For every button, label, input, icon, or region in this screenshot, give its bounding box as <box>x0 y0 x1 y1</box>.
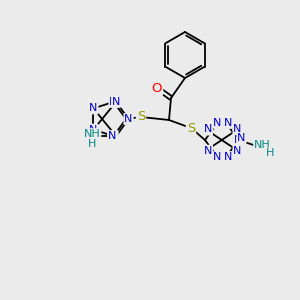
Text: N: N <box>202 124 210 134</box>
Text: H: H <box>88 139 96 149</box>
Text: N: N <box>89 124 98 135</box>
Text: N: N <box>110 97 118 107</box>
Text: H: H <box>266 148 274 158</box>
Text: N: N <box>222 152 230 162</box>
Text: N: N <box>124 114 133 124</box>
Text: N: N <box>108 131 116 141</box>
Text: O: O <box>152 82 162 94</box>
Text: N: N <box>204 146 212 156</box>
Text: N: N <box>233 146 242 156</box>
Text: N: N <box>224 118 232 128</box>
Text: N: N <box>112 97 120 107</box>
Text: N: N <box>213 152 222 162</box>
Text: N: N <box>110 131 118 141</box>
Text: N: N <box>213 118 222 128</box>
Text: N: N <box>224 152 232 162</box>
Text: N: N <box>89 103 98 113</box>
Text: NH: NH <box>84 129 100 139</box>
Text: S: S <box>187 122 195 134</box>
Text: N: N <box>233 124 242 134</box>
Text: N: N <box>234 135 243 145</box>
Text: NH: NH <box>254 140 271 150</box>
Text: S: S <box>137 110 145 124</box>
Text: N: N <box>237 133 246 143</box>
Text: N: N <box>222 118 230 128</box>
Text: N: N <box>204 124 212 134</box>
